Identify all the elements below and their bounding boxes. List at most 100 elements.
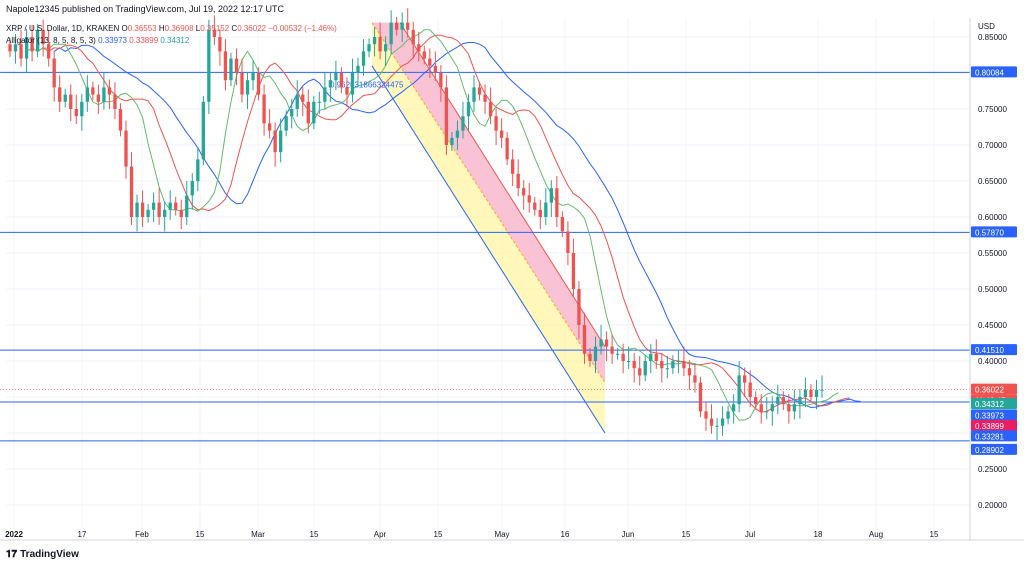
channel-upper-line — [399, 22, 606, 347]
candle-body — [632, 361, 636, 369]
candle-body — [814, 389, 819, 397]
price-axis: 0.850000.800000.750000.700000.650000.600… — [0, 18, 1024, 541]
candle-body — [676, 361, 681, 362]
candle-body — [731, 404, 736, 412]
candle-body — [610, 346, 614, 354]
channel-mid-line — [371, 22, 606, 383]
price-label-bg — [971, 66, 1017, 78]
candle-body — [118, 109, 123, 131]
price-label: 0.33281 — [975, 432, 1004, 441]
candle-body — [378, 37, 382, 52]
price-label-bg — [971, 397, 1017, 409]
candle-body — [820, 389, 824, 391]
symbol-name[interactable]: XRP / U.S. Dollar, 1D, KRAKEN — [6, 24, 120, 33]
candle-body — [604, 339, 609, 347]
candle-body — [505, 137, 509, 160]
candle-body — [577, 289, 581, 325]
candle-body — [455, 130, 460, 138]
candle-body — [328, 80, 333, 88]
candle-body — [52, 58, 56, 88]
candle-body — [671, 361, 675, 369]
candle-body — [30, 37, 34, 52]
candle-body — [234, 58, 239, 73]
time-tick-label: 2022 — [5, 530, 23, 539]
candle-body — [477, 87, 482, 95]
time-tick-label: 18 — [814, 530, 823, 539]
candle-body — [544, 202, 548, 217]
candle-body — [737, 375, 741, 405]
candle-body — [212, 29, 217, 37]
candle-body — [24, 37, 29, 59]
candle-body — [146, 209, 150, 217]
candles — [8, 8, 824, 441]
price-label: 0.80084 — [975, 68, 1004, 77]
candle-body — [743, 375, 747, 383]
candle-body — [350, 73, 355, 95]
candle-body — [748, 382, 752, 397]
candle-body — [295, 94, 299, 109]
candle-body — [267, 123, 272, 131]
alligator-lips-line — [26, 29, 839, 421]
candle-body — [383, 44, 388, 52]
candle-body — [649, 353, 653, 361]
price-label: 0.33973 — [975, 411, 1004, 420]
candle-body — [660, 361, 664, 369]
candle-body — [256, 73, 261, 95]
candle-body — [185, 195, 189, 217]
candle-body — [251, 73, 255, 81]
candle-body — [682, 361, 686, 369]
candle-body — [91, 87, 95, 95]
low-label: L — [195, 24, 201, 33]
candle-body — [58, 87, 62, 102]
candle-body — [163, 209, 167, 217]
candle-body — [279, 130, 283, 153]
low-value: 0.35152 — [200, 24, 230, 33]
candle-body — [709, 418, 714, 426]
indicator-name[interactable]: Alligator (13, 8, 5, 8, 5, 3) — [6, 36, 96, 45]
horizontal-levels[interactable] — [0, 71, 970, 442]
price-label: 0.41510 — [975, 346, 1004, 355]
trendline-annotation: 0.962631866324475 — [330, 80, 404, 89]
tradingview-footer[interactable]: 𝟏𝟕 TradingView — [6, 549, 79, 560]
candle-body — [284, 116, 288, 131]
candle-body — [262, 94, 266, 124]
candle-body — [715, 425, 719, 427]
candle-body — [533, 202, 537, 210]
candle-body — [776, 397, 780, 405]
candle-body — [229, 58, 233, 81]
candle-body — [179, 209, 183, 217]
price-tick-label: 0.70000 — [978, 141, 1007, 150]
candle-body — [74, 109, 78, 117]
candle-body — [665, 368, 669, 370]
candle-body — [571, 253, 576, 289]
tradingview-logo-icon: 𝟏𝟕 — [6, 549, 18, 560]
alligator-lines: 0.962631866324475 — [26, 29, 861, 421]
candle-body — [361, 51, 366, 66]
candle-body — [63, 94, 67, 102]
candle-body — [643, 361, 647, 376]
candle-body — [395, 22, 399, 30]
regression-channels — [371, 22, 606, 434]
candle-body — [615, 353, 620, 355]
alligator-jaw-line — [53, 42, 861, 409]
price-tick-label: 0.75000 — [978, 105, 1007, 114]
candle-body — [549, 188, 553, 203]
brand-name: TradingView — [20, 549, 79, 560]
price-tick-label: 0.20000 — [978, 501, 1007, 510]
candle-body — [759, 404, 763, 412]
price-tick-label: 0.65000 — [978, 177, 1007, 186]
candle-body — [345, 87, 349, 95]
candle-body — [638, 368, 642, 376]
candle-body — [560, 217, 565, 232]
candle-body — [770, 404, 774, 412]
candle-body — [787, 404, 791, 412]
candle-body — [704, 411, 708, 419]
candle-body — [168, 202, 172, 210]
candle-body — [792, 404, 797, 412]
candle-body — [35, 29, 40, 52]
price-label-bg — [971, 383, 1017, 395]
candle-body — [555, 188, 559, 217]
candle-body — [129, 166, 134, 217]
candle-body — [102, 87, 106, 102]
